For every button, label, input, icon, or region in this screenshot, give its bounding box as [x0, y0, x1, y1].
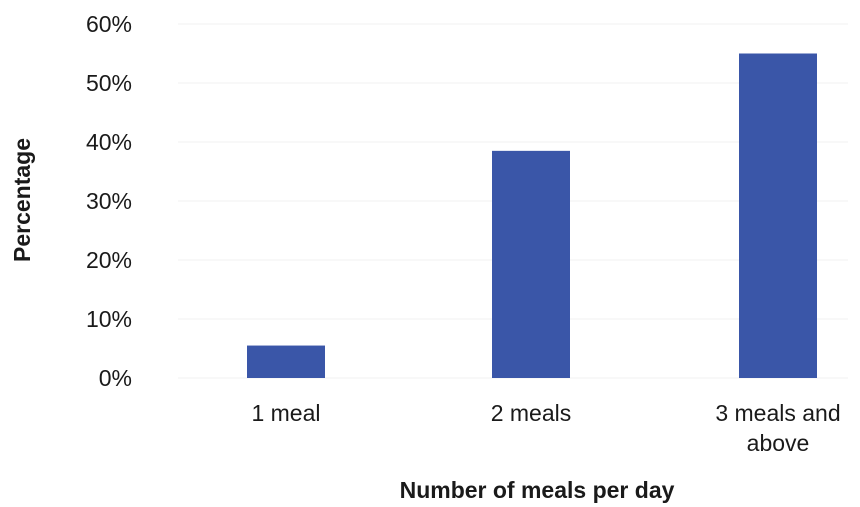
- y-tick-label: 0%: [99, 365, 132, 391]
- y-tick-label: 50%: [86, 70, 132, 96]
- y-tick-label: 30%: [86, 188, 132, 214]
- y-tick-label: 20%: [86, 247, 132, 273]
- y-axis-title: Percentage: [9, 138, 35, 262]
- y-tick-label: 60%: [86, 11, 132, 37]
- x-axis-title: Number of meals per day: [400, 477, 675, 503]
- bar: [492, 150, 570, 378]
- bars: [247, 53, 817, 378]
- x-tick-label: 1 meal: [251, 400, 320, 426]
- y-tick-label: 40%: [86, 129, 132, 155]
- x-tick-label: 3 meals and above: [715, 400, 840, 456]
- bar: [739, 53, 817, 378]
- bar: [247, 345, 325, 378]
- y-axis-ticks: 0% 10% 20% 30% 40% 50% 60%: [86, 11, 132, 391]
- x-tick-label: 2 meals: [491, 400, 572, 426]
- x-axis-ticks: 1 meal 2 meals 3 meals and above: [251, 400, 840, 456]
- y-tick-label: 10%: [86, 306, 132, 332]
